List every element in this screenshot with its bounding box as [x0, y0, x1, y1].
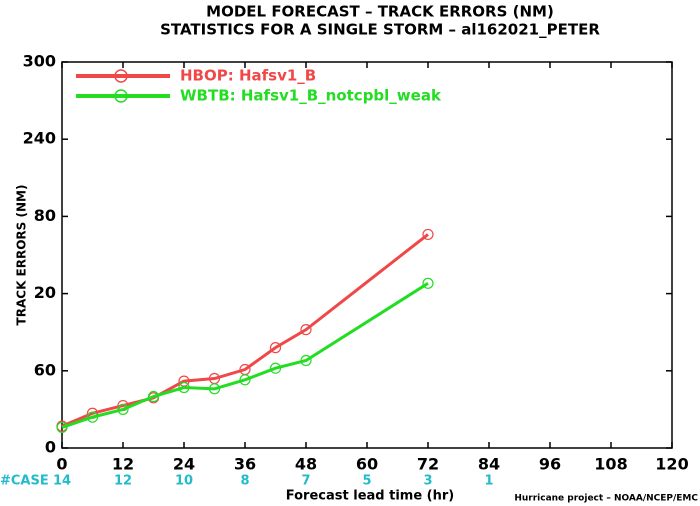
x-tick-label: 48 [295, 455, 317, 474]
data-point [269, 362, 282, 374]
case-count: 14 [53, 474, 71, 489]
plot-frame [61, 61, 673, 449]
y-tick-label: 20 [34, 283, 56, 302]
data-point [422, 277, 434, 289]
data-point [147, 390, 160, 403]
case-count: 3 [423, 474, 432, 489]
x-axis-label: Forecast lead time (hr) [286, 489, 454, 504]
legend-label: WBTB: Hafsv1_B_notcpbl_weak [180, 87, 442, 105]
chart-title: MODEL FORECAST – TRACK ERRORS (NM) [206, 3, 554, 21]
data-point [208, 383, 221, 395]
data-point [178, 381, 190, 394]
x-tick-label: 72 [417, 455, 439, 474]
case-count: 5 [362, 474, 371, 489]
x-tick-label: 84 [478, 455, 500, 474]
data-point [300, 324, 312, 336]
y-tick-label: 240 [23, 129, 56, 148]
data-point [239, 374, 251, 386]
y-tick-label: 0 [45, 438, 56, 457]
y-tick-label: 80 [34, 206, 56, 225]
chart-subtitle: STATISTICS FOR A SINGLE STORM – al162021… [160, 21, 600, 39]
credit: Hurricane project – NOAA/NCEP/EMC [514, 494, 698, 504]
case-count: 8 [240, 474, 249, 489]
data-point [269, 342, 282, 354]
data-point [422, 228, 434, 241]
data-point [56, 421, 68, 434]
case-count: 10 [175, 474, 193, 489]
x-tick-label: 24 [173, 455, 195, 474]
case-count: 1 [484, 474, 493, 489]
x-tick-label: 36 [234, 455, 256, 474]
data-point [86, 411, 99, 423]
x-tick-label: 120 [655, 455, 688, 474]
x-tick-label: 0 [56, 455, 67, 474]
case-label: #CASE [0, 474, 49, 489]
x-tick-label: 12 [112, 455, 134, 474]
x-tick-label: 60 [356, 455, 378, 474]
series-line [61, 233, 429, 428]
case-count: 12 [114, 474, 132, 489]
data-point [300, 354, 312, 367]
x-tick-label: 108 [594, 455, 627, 474]
y-axis-label: TRACK ERRORS (NM) [15, 185, 29, 326]
legend-marker [114, 89, 128, 103]
case-count: 7 [301, 474, 310, 489]
x-tick-label: 96 [539, 455, 561, 474]
data-point [117, 403, 129, 415]
y-tick-label: 60 [34, 360, 56, 379]
y-tick-label: 300 [23, 52, 56, 71]
series-line [61, 282, 429, 429]
legend-label: HBOP: Hafsv1_B [180, 67, 316, 85]
legend-marker [114, 69, 128, 83]
